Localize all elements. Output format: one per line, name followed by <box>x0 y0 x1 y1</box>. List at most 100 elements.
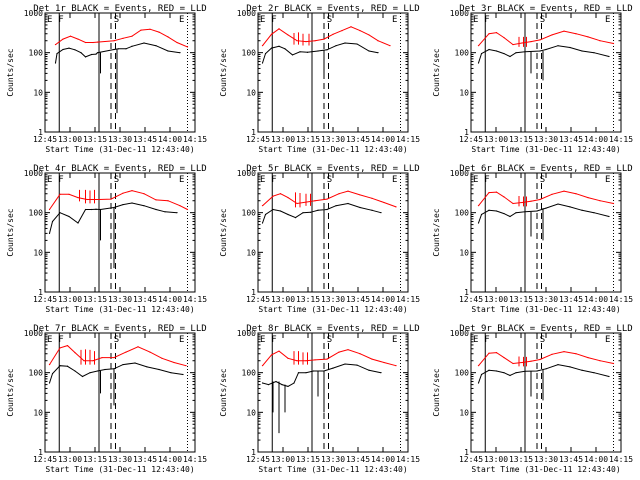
lld-series-line-point <box>371 197 373 199</box>
events-series-line-point <box>495 210 498 212</box>
panel-4: Det 4r BLACK = Events, RED = LLD 1 10 100 10… <box>6 164 207 314</box>
event-label: S <box>114 335 119 345</box>
events-series-line-point <box>275 380 277 383</box>
events-series-line-point <box>281 384 283 386</box>
x-tick-label: 14:15 <box>609 135 633 144</box>
events-series-line-point <box>608 375 610 378</box>
events-series-line-point <box>54 62 57 64</box>
events-series-line-point <box>89 372 91 374</box>
lld-series-line-point <box>270 354 273 356</box>
lld-series-line-point <box>161 357 163 359</box>
lld-series-line-point <box>551 34 553 36</box>
lld-series-line-point <box>521 361 523 364</box>
lld-series-line-point <box>92 41 94 44</box>
events-series-line-point <box>158 368 160 371</box>
y-tick-label: 10 <box>246 88 256 97</box>
lld-series-line-point <box>137 346 139 348</box>
lld-series-line-point <box>155 199 157 201</box>
lld-series-line-point <box>287 34 289 36</box>
x-tick-label: 13:00 <box>58 295 82 304</box>
events-series-line-point <box>134 362 136 364</box>
x-tick-label: 13:45 <box>559 295 583 304</box>
lld-series-line-point <box>92 360 94 362</box>
y-axis-label: Counts/sec <box>219 208 228 256</box>
events-series-line-point <box>68 47 70 49</box>
lld-series-line-point <box>296 360 298 362</box>
events-series-line-point <box>170 372 172 374</box>
events-series-line-point <box>96 52 99 54</box>
events-series-line-point <box>270 47 273 49</box>
events-series-line-point <box>359 206 361 209</box>
events-series-line-point <box>488 369 490 371</box>
lld-series-line-point <box>503 196 505 198</box>
events-series-line-point <box>167 50 169 52</box>
x-tick-label: 13:45 <box>559 455 583 464</box>
lld-series-line-point <box>176 41 178 44</box>
x-tick-label: 13:30 <box>534 455 558 464</box>
y-tick-label: 1000 <box>24 169 43 178</box>
lld-series-line-point <box>599 360 601 362</box>
event-label: E <box>473 335 478 345</box>
y-tick-label: 1 <box>464 288 469 297</box>
lld-series-line <box>49 190 188 210</box>
x-axis-label: Start Time (31-Dec-11 12:43:40) <box>45 145 194 154</box>
lld-series-line-point <box>512 362 514 365</box>
x-tick-label: 13:00 <box>271 135 295 144</box>
events-series-line-point <box>51 220 54 223</box>
lld-series-line-point <box>59 347 61 349</box>
y-tick-label: 10 <box>459 408 469 417</box>
events-series-line-point <box>90 53 93 56</box>
events-series-line-point <box>608 215 610 218</box>
event-label: S <box>114 175 119 185</box>
events-series-line-point <box>503 372 505 374</box>
lld-series-line-point <box>173 361 175 364</box>
event-label: S <box>114 15 119 25</box>
lld-series-line-point <box>599 200 601 202</box>
y-tick-label: 100 <box>242 209 257 218</box>
plot-frame <box>257 172 409 293</box>
lld-series-line-point <box>338 351 340 353</box>
events-series-line-point <box>74 370 76 372</box>
x-tick-label: 13:00 <box>484 135 508 144</box>
lld-series-line-point <box>86 198 88 201</box>
events-series-line-point <box>176 212 178 214</box>
events-series-line-point <box>581 209 583 211</box>
events-series-line-point <box>84 56 87 58</box>
lld-series-line-point <box>305 41 307 43</box>
lld-series-line-point <box>305 360 307 362</box>
events-series-line-point <box>179 52 181 54</box>
events-series-line-point <box>539 50 541 52</box>
lld-series-line-point <box>587 196 589 199</box>
lld-series-line-point <box>488 352 490 354</box>
lld-series-line-point <box>389 45 391 47</box>
event-label: S <box>327 175 332 185</box>
y-tick-label: 10 <box>459 248 469 257</box>
events-series-line-point <box>557 203 559 205</box>
x-tick-label: 14:00 <box>584 135 608 144</box>
y-tick-label: 10 <box>33 88 43 97</box>
lld-series-line-point <box>503 36 505 39</box>
plot-frame <box>470 332 622 453</box>
lld-series-line-point <box>377 40 379 42</box>
x-tick-label: 13:00 <box>484 295 508 304</box>
y-tick-label: 1000 <box>237 169 256 178</box>
events-series-line-point <box>299 51 301 53</box>
lld-series-line-point <box>48 208 51 211</box>
events-series-line <box>55 42 181 64</box>
events-series-line-point <box>347 202 349 205</box>
panel-title: Det 9r BLACK = Events, RED = LLD <box>459 324 632 334</box>
event-label: F <box>58 335 63 345</box>
plot-frame <box>470 172 622 293</box>
event-label: F <box>271 175 276 185</box>
panel-title: Det 6r BLACK = Events, RED = LLD <box>459 164 632 174</box>
y-axis-label: Counts/sec <box>432 48 441 96</box>
lld-series-line-point <box>122 192 124 194</box>
lld-series-line-point <box>270 33 273 35</box>
lld-series-line-point <box>261 45 264 47</box>
event-label: E <box>260 335 265 345</box>
x-tick-label: 13:15 <box>296 295 320 304</box>
y-tick-label: 10 <box>33 408 43 417</box>
y-tick-label: 100 <box>29 49 44 58</box>
x-axis-label: Start Time (31-Dec-11 12:43:40) <box>45 465 194 474</box>
lld-series-line-point <box>587 36 589 38</box>
